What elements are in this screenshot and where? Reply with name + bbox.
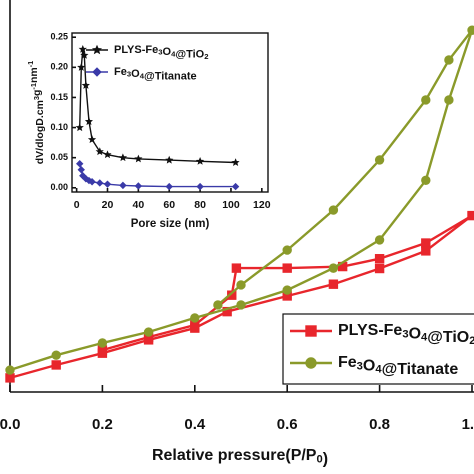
marker	[305, 357, 317, 369]
x-tick-label: 80	[194, 199, 206, 211]
marker	[51, 350, 61, 360]
marker	[78, 45, 87, 53]
marker	[134, 182, 143, 190]
marker	[143, 327, 154, 337]
x-tick-label: 0.8	[369, 416, 390, 433]
x-tick-label: 120	[253, 199, 271, 211]
marker	[92, 44, 102, 55]
marker	[92, 67, 102, 77]
marker	[231, 263, 242, 273]
marker	[374, 155, 385, 165]
marker	[87, 135, 97, 144]
marker	[165, 155, 174, 164]
x-tick-label: 0	[74, 199, 80, 211]
marker	[213, 300, 223, 310]
marker	[95, 147, 104, 156]
y-axis-label: dV/dlogD.cm3g-1nm-1	[26, 61, 46, 165]
marker	[421, 175, 431, 186]
marker	[118, 153, 128, 162]
marker	[467, 25, 474, 35]
y-tick-label: 0.25	[50, 32, 68, 42]
x-tick-label: 1.0	[462, 416, 474, 433]
marker	[77, 166, 85, 174]
marker	[236, 280, 246, 290]
x-tick-label: 60	[163, 199, 175, 211]
x-tick-label: 0.6	[277, 416, 298, 433]
marker	[103, 150, 112, 159]
x-tick-label: 0.4	[184, 416, 206, 433]
marker	[421, 246, 431, 256]
marker	[282, 263, 292, 273]
marker	[103, 180, 112, 188]
inset-frame	[71, 32, 269, 193]
marker	[282, 285, 292, 295]
marker	[328, 263, 339, 273]
legend-label: Fe3O4@Titanate	[114, 66, 197, 83]
y-tick-label: 0.05	[50, 152, 68, 162]
marker	[305, 325, 317, 337]
marker	[222, 306, 232, 317]
x-tick-label: 0.0	[0, 416, 20, 433]
legend-label: Fe3O4@Titanate	[338, 354, 458, 378]
y-tick-label: 0.00	[50, 182, 68, 192]
marker	[134, 154, 143, 163]
marker	[328, 205, 339, 215]
x-axis-label: Pore size (nm)	[131, 218, 210, 230]
x-tick-label: 100	[222, 199, 240, 211]
x-axis-label: Relative pressure(P/P0)	[152, 447, 328, 467]
marker	[51, 360, 61, 370]
marker	[84, 117, 93, 126]
marker	[75, 123, 84, 132]
marker	[96, 179, 104, 187]
marker	[231, 182, 240, 191]
marker	[444, 55, 454, 65]
y-tick-label: 0.20	[50, 62, 68, 72]
marker	[231, 158, 240, 166]
marker	[5, 373, 15, 383]
x-tick-label: 40	[133, 199, 145, 211]
marker	[374, 235, 385, 245]
marker	[81, 81, 90, 89]
marker	[374, 254, 385, 264]
marker	[236, 300, 246, 310]
marker	[282, 245, 292, 255]
marker	[195, 157, 205, 165]
marker	[80, 50, 89, 59]
marker	[76, 159, 84, 168]
marker	[5, 365, 15, 375]
marker	[421, 238, 431, 248]
y-tick-label: 0.15	[50, 92, 68, 102]
marker	[421, 95, 431, 105]
x-tick-label: 0.2	[92, 416, 113, 433]
marker	[374, 263, 385, 274]
marker	[119, 181, 127, 190]
marker	[328, 279, 339, 289]
marker	[444, 95, 454, 105]
marker	[97, 338, 108, 348]
marker	[77, 63, 86, 71]
marker	[88, 178, 96, 186]
marker	[190, 313, 200, 323]
marker	[467, 210, 474, 221]
marker	[196, 182, 204, 191]
marker	[165, 182, 173, 191]
y-tick-label: 0.10	[50, 122, 68, 132]
x-tick-label: 20	[102, 199, 114, 211]
